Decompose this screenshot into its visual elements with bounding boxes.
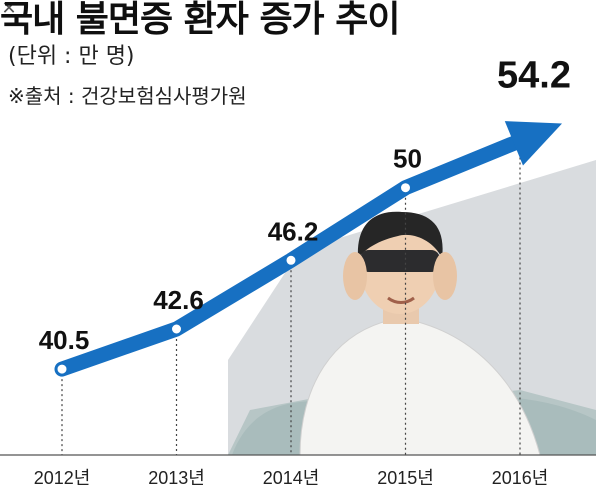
- data-points: [55, 181, 412, 376]
- x-tick-label: 2013년: [148, 468, 205, 488]
- value-label: 54.2: [497, 55, 571, 97]
- value-label: 46.2: [268, 216, 319, 246]
- data-point: [284, 253, 298, 267]
- data-point: [55, 362, 69, 376]
- person-illustration: [299, 211, 541, 456]
- x-tick-label: 2016년: [492, 468, 549, 488]
- close-icon[interactable]: ✕: [1, 0, 17, 19]
- value-label: 42.6: [153, 285, 204, 315]
- x-tick-label: 2012년: [34, 468, 91, 488]
- unit-label: (단위 : 만 명): [8, 44, 135, 69]
- value-label: 50: [393, 144, 422, 174]
- x-tick-label: 2014년: [263, 468, 320, 488]
- value-label: 40.5: [39, 325, 90, 355]
- data-point: [170, 322, 183, 336]
- arrow-head: [504, 121, 562, 166]
- dotted-guides: [61, 137, 521, 455]
- x-tick-labels: 2012년 2013년 2014년 2015년 2016년: [34, 468, 549, 488]
- chart-title: 국내 불면증 환자 증가 추이: [0, 0, 400, 40]
- value-labels: 40.5 42.6 46.2 50 54.2: [39, 55, 571, 356]
- data-point: [399, 181, 412, 195]
- source-label: ※출처 : 건강보험심사평가원: [8, 84, 247, 108]
- x-tick-label: 2015년: [377, 468, 434, 488]
